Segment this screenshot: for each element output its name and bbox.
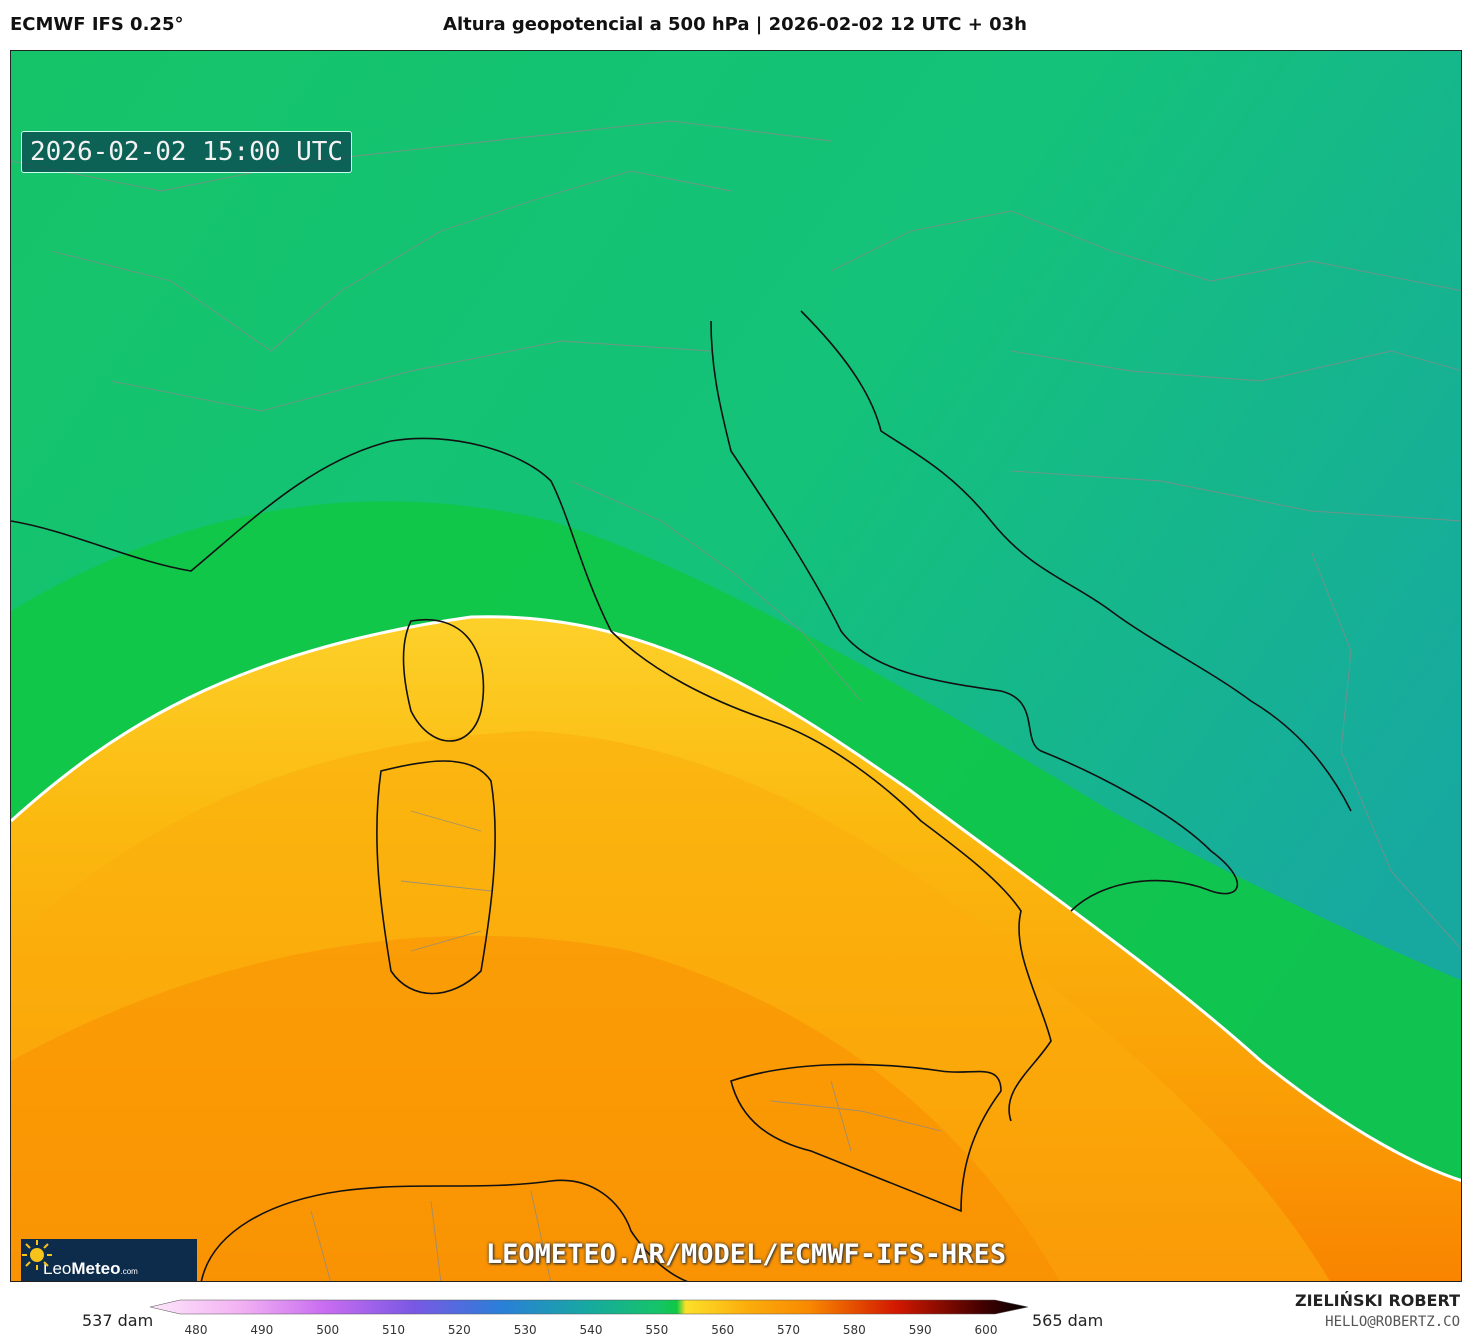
colorbar — [150, 1299, 1029, 1315]
legend-min-label: 537 dam — [82, 1311, 154, 1330]
geopotential-map — [11, 51, 1461, 1281]
colorbar-tick-label: 530 — [513, 1323, 537, 1337]
model-name: ECMWF IFS 0.25° — [10, 14, 184, 35]
contour-line — [11, 615, 1461, 1182]
colorbar-tick-label: 590 — [908, 1323, 932, 1337]
colorbar-tick-label: 560 — [711, 1323, 735, 1337]
colorbar-tick-label: 540 — [579, 1323, 603, 1337]
colorbar-tick-label: 500 — [316, 1323, 340, 1337]
author-name: ZIELIŃSKI ROBERT — [1294, 1291, 1460, 1310]
valid-time-label: 2026-02-02 15:00 UTC — [21, 131, 353, 173]
author-email: HELLO@ROBERTZ.CO — [1325, 1314, 1460, 1330]
colorbar-tick-label: 580 — [842, 1323, 866, 1337]
map-frame: 2026-02-02 15:00 UTC LeoMeteo.com LEOMET… — [10, 50, 1462, 1282]
map-title: Altura geopotencial a 500 hPa | 2026-02-… — [443, 14, 1027, 35]
watermark-url: LEOMETEO.AR/MODEL/ECMWF-IFS-HRES — [485, 1239, 1007, 1270]
region-borders — [11, 120, 1461, 1281]
coastlines — [11, 310, 1352, 1281]
colorbar-tick-label: 490 — [250, 1323, 274, 1337]
colorbar-tick-label: 570 — [777, 1323, 800, 1337]
sun-icon — [22, 1240, 52, 1270]
colorbar-tick-label: 550 — [645, 1323, 669, 1337]
legend-max-label: 565 dam — [1032, 1311, 1104, 1330]
logo-brand-bold: Meteo — [71, 1259, 121, 1278]
dark-orange-band — [11, 935, 1060, 1281]
logo-suffix: .com — [120, 1267, 138, 1276]
logo-brand-light: Leo — [43, 1259, 72, 1278]
colorbar-tick-label: 510 — [382, 1323, 405, 1337]
orange-band — [11, 731, 1330, 1281]
colorbar-tick-label: 520 — [447, 1323, 471, 1337]
leometeo-logo: LeoMeteo.com — [21, 1239, 197, 1281]
colorbar-tick-label: 600 — [974, 1323, 998, 1337]
colorbar-tick-label: 480 — [184, 1323, 208, 1337]
